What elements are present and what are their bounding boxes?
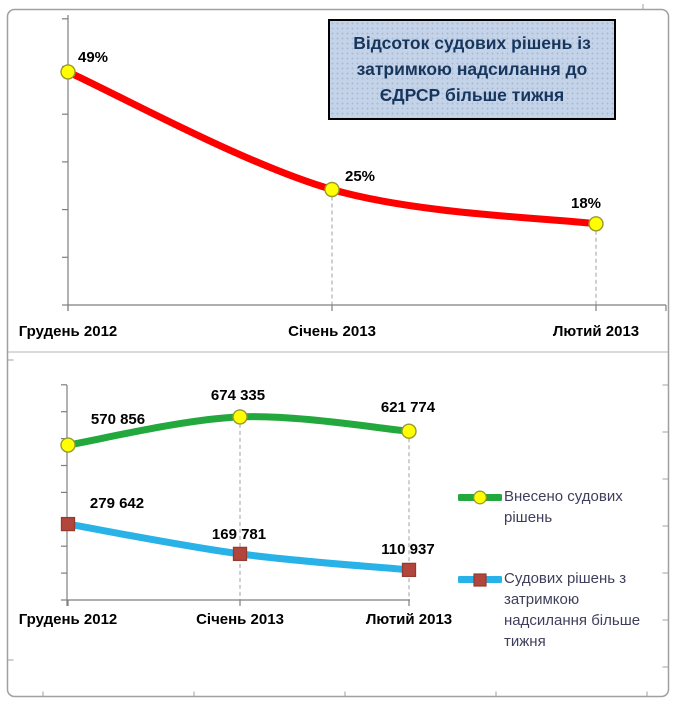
green-series-swatch-icon	[458, 490, 502, 505]
data-point-marker	[588, 216, 604, 232]
data-point-marker	[60, 437, 76, 453]
legend-label-vneseno: Внесено судових рішень	[504, 488, 623, 526]
chart-title-box: Відсоток судових рішень із затримкою над…	[328, 19, 616, 120]
data-point-marker	[232, 409, 248, 425]
legend-entry-zatrymka: Судових рішень з затримкою надсилання бі…	[458, 568, 664, 652]
data-point-marker	[324, 181, 340, 198]
data-point-marker	[232, 546, 248, 562]
data-point-marker	[401, 423, 417, 439]
outer-frame	[6, 8, 670, 698]
chart-title-line: затримкою надсилання до	[356, 59, 588, 79]
chart-title-line: ЄДРСР більше тижня	[379, 85, 565, 105]
data-point-marker	[401, 562, 417, 578]
data-point-marker	[60, 64, 76, 80]
legend-entry-vneseno: Внесено судових рішень	[458, 486, 664, 528]
blue-series-swatch-icon	[458, 573, 502, 587]
data-point-marker	[60, 516, 76, 532]
legend: Внесено судових рішень Судових рішень з …	[458, 0, 670, 705]
legend-label-zatrymka: Судових рішень з затримкою надсилання бі…	[504, 570, 641, 650]
chart-title-line: Відсоток судових рішень із	[353, 33, 591, 53]
